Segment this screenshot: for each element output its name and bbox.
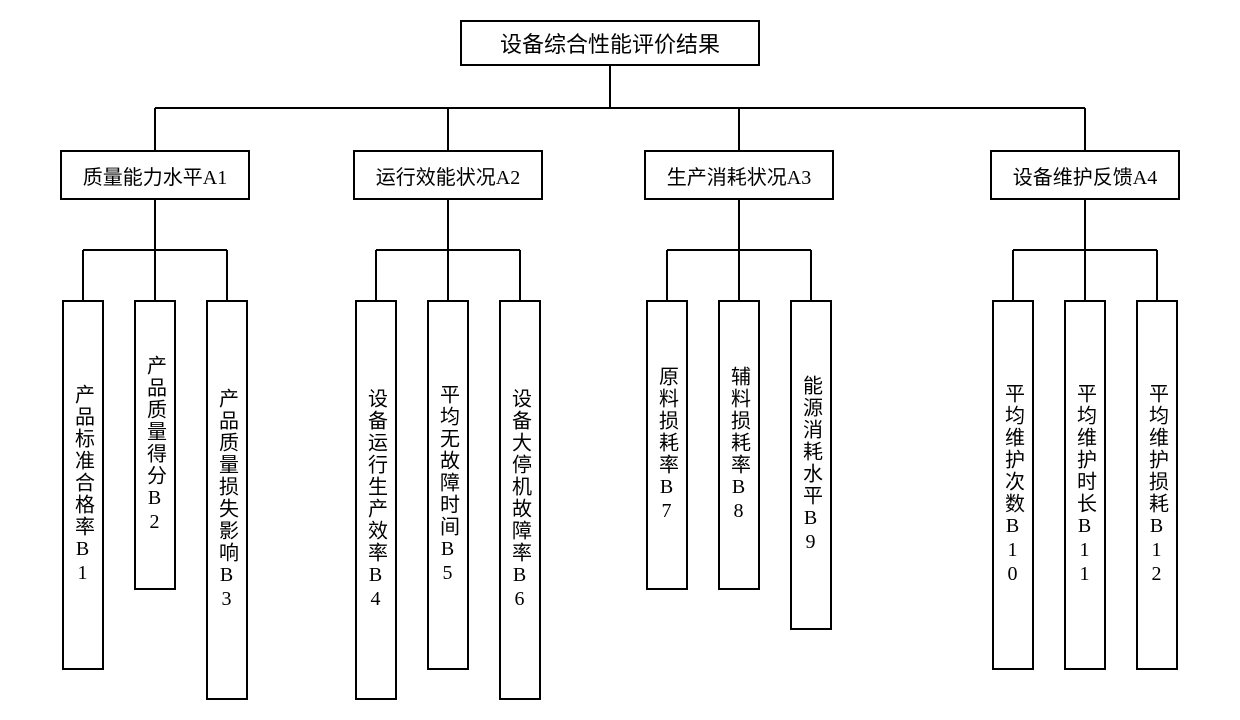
leaf-node-B1: 产品标准合格率B1 <box>62 300 104 670</box>
root-node: 设备综合性能评价结果 <box>460 20 760 66</box>
connector-lines <box>0 0 1240 720</box>
leaf-node-B9: 能源消耗水平B9 <box>790 300 832 630</box>
mid-node-A1: 质量能力水平A1 <box>60 150 250 200</box>
leaf-node-B10: 平均维护次数B10 <box>992 300 1034 670</box>
leaf-node-B4: 设备运行生产效率B4 <box>355 300 397 700</box>
leaf-node-B6: 设备大停机故障率B6 <box>499 300 541 700</box>
leaf-node-B11: 平均维护时长B11 <box>1064 300 1106 670</box>
mid-node-A2: 运行效能状况A2 <box>353 150 543 200</box>
leaf-node-B8: 辅料损耗率B8 <box>718 300 760 590</box>
leaf-node-B2: 产品质量得分B2 <box>134 300 176 590</box>
mid-node-A3: 生产消耗状况A3 <box>644 150 834 200</box>
leaf-node-B12: 平均维护损耗B12 <box>1136 300 1178 670</box>
leaf-node-B7: 原料损耗率B7 <box>646 300 688 590</box>
mid-node-A4: 设备维护反馈A4 <box>990 150 1180 200</box>
leaf-node-B3: 产品质量损失影响B3 <box>206 300 248 700</box>
leaf-node-B5: 平均无故障时间B5 <box>427 300 469 670</box>
